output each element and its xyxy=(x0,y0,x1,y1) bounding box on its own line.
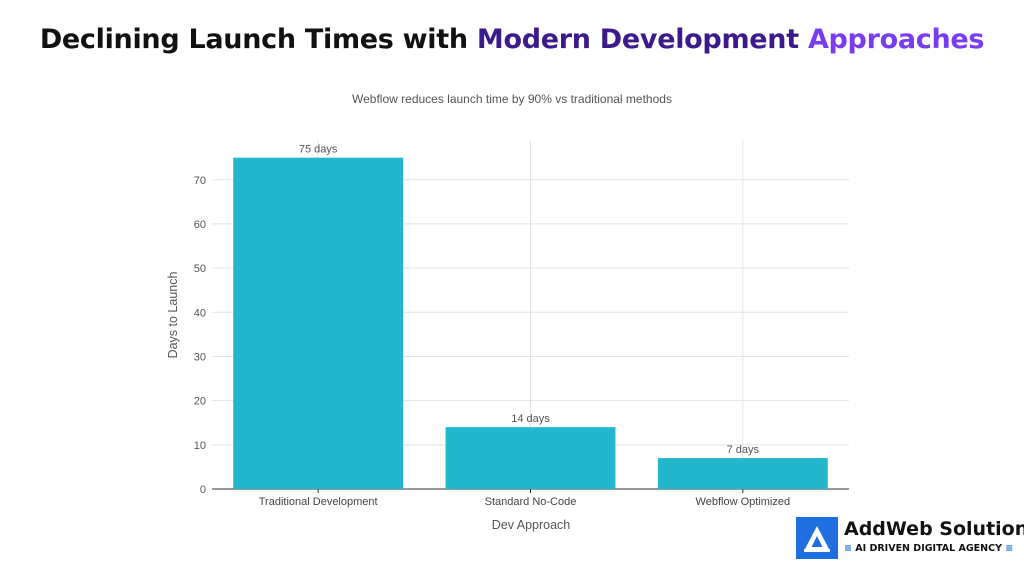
bar xyxy=(445,427,616,489)
wave-right-icon: ≡ xyxy=(1005,543,1014,554)
y-tick-label: 40 xyxy=(194,307,206,319)
title-part-2: Modern Development xyxy=(476,24,808,55)
page-title: Declining Launch Times with Modern Devel… xyxy=(0,24,1024,55)
chart-bars xyxy=(233,157,828,489)
data-label: 14 days xyxy=(511,413,550,425)
data-label: 75 days xyxy=(299,144,338,156)
y-tick-label: 20 xyxy=(194,396,206,408)
y-axis-title: Days to Launch xyxy=(166,272,180,359)
brand-tagline-text: AI DRIVEN DIGITAL AGENCY xyxy=(855,543,1002,554)
title-part-3: Approaches xyxy=(807,24,985,55)
x-tick-label: Webflow Optimized xyxy=(696,496,791,508)
y-tick-label: 30 xyxy=(194,351,206,363)
bar xyxy=(657,458,828,489)
y-tick-label: 70 xyxy=(194,175,206,187)
chart-subtitle: Webflow reduces launch time by 90% vs tr… xyxy=(352,92,672,106)
bar xyxy=(233,157,404,489)
y-tick-label: 60 xyxy=(194,219,206,231)
brand-tagline: ≡ AI DRIVEN DIGITAL AGENCY ≡ xyxy=(844,543,1013,554)
y-tick-label: 50 xyxy=(194,263,206,275)
y-tick-label: 10 xyxy=(194,440,206,452)
data-label: 7 days xyxy=(727,444,760,456)
wave-left-icon: ≡ xyxy=(844,543,852,554)
brand-name: AddWeb Solution xyxy=(844,518,1024,540)
addweb-logo-icon xyxy=(796,517,838,559)
x-tick-label: Traditional Development xyxy=(259,496,378,508)
y-tick-label: 0 xyxy=(200,484,206,496)
chart-labels: 0 10 20 30 40 50 60 70 75 days Traditional Develo… xyxy=(194,144,790,508)
x-tick-label: Standard No-Code xyxy=(485,496,577,508)
brand-logo: AddWeb Solution ≡ AI DRIVEN DIGITAL AGEN… xyxy=(796,517,1024,561)
title-part-1: Declining Launch Times with xyxy=(39,24,477,55)
x-axis-title: Dev Approach xyxy=(492,518,571,532)
